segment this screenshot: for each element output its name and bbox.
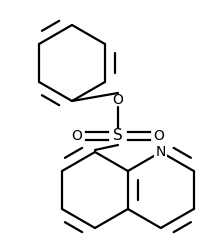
Text: S: S (113, 128, 123, 144)
Text: O: O (154, 129, 164, 143)
Text: N: N (156, 145, 166, 159)
Text: O: O (113, 93, 123, 107)
Text: O: O (71, 129, 83, 143)
